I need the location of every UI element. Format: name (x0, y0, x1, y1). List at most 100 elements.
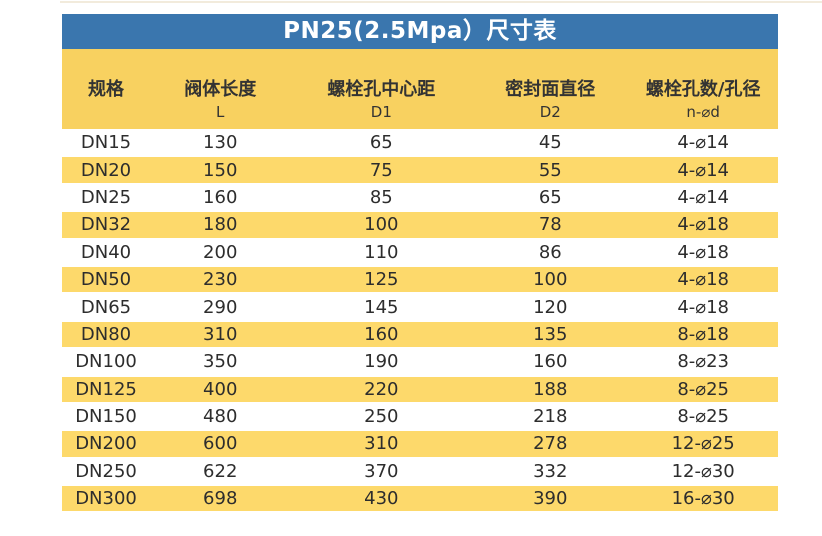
column-header-spec: 规格 (62, 49, 150, 129)
spec-cell: DN25 (80, 186, 132, 208)
table-row: DN80 310 160 135 8-⌀18 (62, 320, 778, 349)
value-cell: 16-⌀30 (671, 488, 735, 510)
table-row: DN100 350 190 160 8-⌀23 (62, 348, 778, 376)
value-cell: 160 (203, 186, 238, 208)
value-cell: 120 (533, 296, 568, 318)
column-label: 规格 (88, 79, 125, 100)
value-cell: 4-⌀14 (677, 159, 730, 181)
value-cell: 65 (538, 186, 562, 208)
size-table: PN25(2.5Mpa）尺寸表 规格 阀体长度 L (62, 14, 778, 513)
value-cell: 290 (203, 296, 238, 318)
value-cell: 4-⌀14 (677, 131, 730, 153)
table-row: DN125 400 220 188 8-⌀25 (62, 375, 778, 403)
spec-cell: DN100 (75, 351, 137, 373)
value-cell: 370 (364, 460, 399, 482)
spec-cell: DN300 (75, 488, 137, 510)
table-row: DN65 290 145 120 4-⌀18 (62, 293, 778, 321)
spec-cell: DN80 (80, 323, 132, 345)
spec-cell: DN125 (75, 378, 137, 400)
value-cell: 200 (203, 241, 238, 263)
value-cell: 310 (203, 323, 238, 345)
column-header-body-length: 阀体长度 L (150, 49, 290, 129)
spec-cell: DN40 (80, 241, 132, 263)
value-cell: 4-⌀18 (677, 269, 730, 291)
column-header-bolt-holes: 螺栓孔数/孔径 n-⌀d (628, 49, 778, 129)
table-row: DN40 200 110 86 4-⌀18 (62, 238, 778, 266)
value-cell: 698 (203, 488, 238, 510)
table-row: DN25 160 85 65 4-⌀14 (62, 183, 778, 212)
value-cell: 480 (203, 406, 238, 428)
spec-cell: DN200 (75, 433, 137, 455)
value-cell: 8-⌀18 (677, 323, 730, 345)
table-row: DN20 150 75 55 4-⌀14 (62, 156, 778, 184)
column-header-seal-face-diameter: 密封面直径 D2 (472, 49, 628, 129)
value-cell: 85 (369, 186, 393, 208)
value-cell: 350 (203, 351, 238, 373)
value-cell: 125 (364, 269, 399, 291)
value-cell: 250 (364, 406, 399, 428)
table-header-row: 规格 阀体长度 L 螺栓孔中心距 D1 密封面直径 D2 (62, 49, 778, 129)
value-cell: 218 (533, 406, 568, 428)
column-symbol: n-⌀d (686, 103, 720, 121)
value-cell: 310 (364, 433, 399, 455)
table-row: DN32 180 100 78 4-⌀18 (62, 211, 778, 239)
value-cell: 622 (203, 460, 238, 482)
value-cell: 100 (364, 214, 399, 236)
column-symbol: L (216, 103, 225, 121)
value-cell: 400 (203, 378, 238, 400)
column-symbol: D1 (370, 103, 392, 121)
value-cell: 75 (369, 159, 393, 181)
value-cell: 160 (364, 323, 399, 345)
table-body: DN15 130 65 45 4-⌀14 DN20 150 75 55 4-⌀14 DN25 160 8… (62, 129, 778, 513)
value-cell: 55 (538, 159, 562, 181)
table-row: DN300 698 430 390 16-⌀30 (62, 485, 778, 513)
value-cell: 145 (364, 296, 399, 318)
table-row: DN250 622 370 332 12-⌀30 (62, 457, 778, 486)
table-row: DN15 130 65 45 4-⌀14 (62, 129, 778, 157)
value-cell: 110 (364, 241, 399, 263)
value-cell: 12-⌀25 (671, 433, 735, 455)
value-cell: 600 (203, 433, 238, 455)
spec-cell: DN65 (80, 296, 132, 318)
spec-cell: DN20 (80, 159, 132, 181)
spec-cell: DN250 (75, 460, 137, 482)
value-cell: 190 (364, 351, 399, 373)
spec-cell: DN150 (75, 406, 137, 428)
top-rule (60, 1, 822, 3)
value-cell: 4-⌀18 (677, 214, 730, 236)
value-cell: 135 (533, 323, 568, 345)
table-title: PN25(2.5Mpa）尺寸表 (62, 14, 778, 49)
value-cell: 188 (533, 378, 568, 400)
value-cell: 230 (203, 269, 238, 291)
column-label: 螺栓孔中心距 (327, 79, 436, 100)
value-cell: 4-⌀14 (677, 186, 730, 208)
value-cell: 278 (533, 433, 568, 455)
value-cell: 130 (203, 131, 238, 153)
column-symbol (62, 102, 150, 123)
value-cell: 160 (533, 351, 568, 373)
value-cell: 8-⌀25 (677, 406, 730, 428)
table-row: DN150 480 250 218 8-⌀25 (62, 402, 778, 431)
spec-cell: DN15 (80, 131, 132, 153)
value-cell: 12-⌀30 (671, 460, 735, 482)
value-cell: 8-⌀23 (677, 351, 730, 373)
value-cell: 332 (533, 460, 568, 482)
value-cell: 150 (203, 159, 238, 181)
table-row: DN50 230 125 100 4-⌀18 (62, 265, 778, 294)
value-cell: 220 (364, 378, 399, 400)
column-label: 螺栓孔数/孔径 (645, 79, 761, 100)
column-label: 密封面直径 (505, 79, 596, 100)
column-label: 阀体长度 (184, 79, 257, 100)
spec-cell: DN50 (80, 269, 132, 291)
spec-cell: DN32 (80, 214, 132, 236)
column-header-bolt-circle: 螺栓孔中心距 D1 (290, 49, 472, 129)
value-cell: 4-⌀18 (677, 296, 730, 318)
spec-table: 规格 阀体长度 L 螺栓孔中心距 D1 密封面直径 D2 (62, 49, 778, 513)
value-cell: 86 (538, 241, 562, 263)
column-symbol: D2 (539, 103, 561, 121)
value-cell: 430 (364, 488, 399, 510)
value-cell: 180 (203, 214, 238, 236)
value-cell: 100 (533, 269, 568, 291)
value-cell: 4-⌀18 (677, 241, 730, 263)
